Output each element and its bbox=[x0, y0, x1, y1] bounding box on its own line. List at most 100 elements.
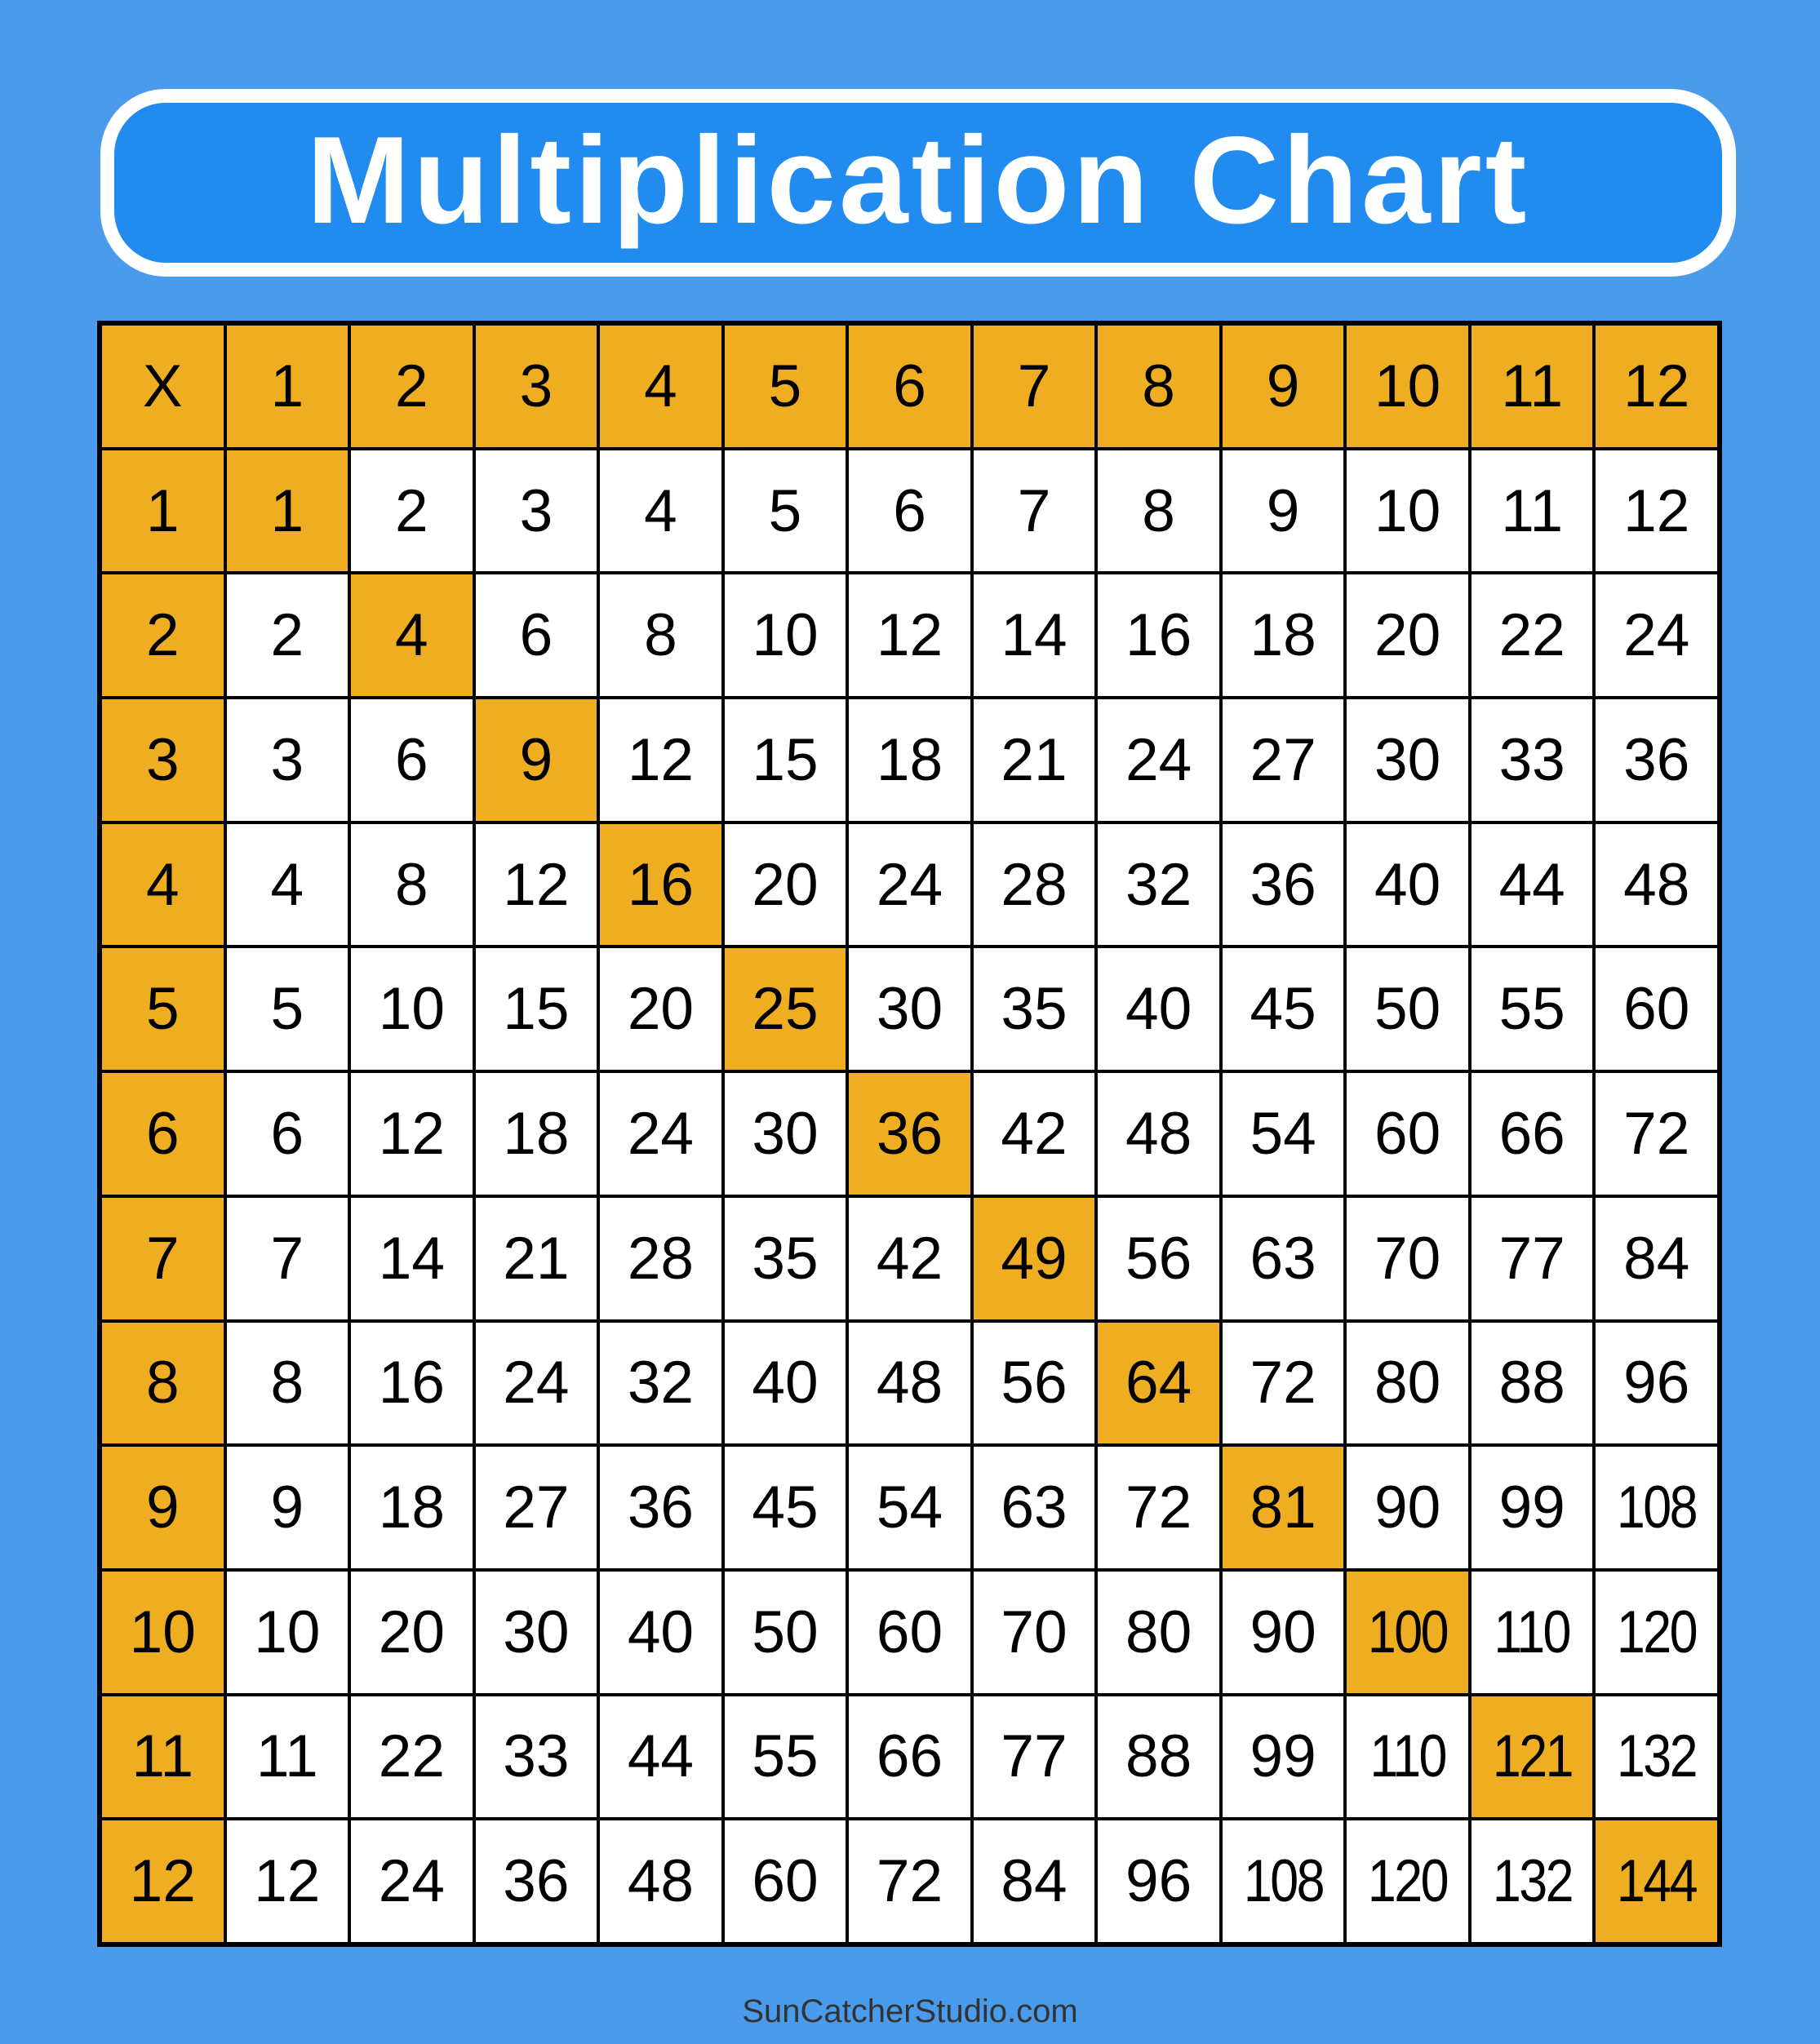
cell-value: 14 bbox=[378, 1225, 445, 1292]
product-cell: 5 bbox=[226, 948, 348, 1071]
footer-credit: SunCatcherStudio.com bbox=[742, 1993, 1078, 2029]
cell-value: 44 bbox=[627, 1723, 695, 1790]
product-cell: 45 bbox=[724, 1447, 846, 1568]
cell-value: 1 bbox=[270, 352, 304, 419]
product-cell: 72 bbox=[1098, 1447, 1219, 1568]
cell-value: 11 bbox=[131, 1723, 194, 1790]
product-cell: 8 bbox=[226, 1322, 348, 1444]
cell-value: 30 bbox=[752, 1100, 819, 1167]
cell-value: 108 bbox=[1243, 1848, 1325, 1915]
cell-value: 11 bbox=[1501, 352, 1564, 419]
column-header: 4 bbox=[600, 326, 721, 447]
product-cell: 12 bbox=[849, 574, 970, 697]
cell-value: 3 bbox=[145, 726, 180, 793]
product-cell: 6 bbox=[351, 699, 473, 821]
cell-value: 72 bbox=[1623, 1100, 1690, 1167]
square-cell: 1 bbox=[226, 450, 348, 572]
cell-value: 2 bbox=[395, 477, 428, 544]
cell-value: 77 bbox=[1498, 1225, 1565, 1292]
cell-value: 90 bbox=[1374, 1474, 1441, 1541]
cell-value: 24 bbox=[627, 1100, 695, 1167]
product-cell: 40 bbox=[1347, 823, 1468, 946]
cell-value: 21 bbox=[1001, 726, 1068, 793]
product-cell: 96 bbox=[1098, 1820, 1219, 1942]
cell-value: 24 bbox=[876, 851, 943, 918]
product-cell: 120 bbox=[1347, 1820, 1468, 1942]
product-cell: 20 bbox=[724, 823, 846, 946]
cell-value: 81 bbox=[1250, 1474, 1316, 1541]
product-cell: 80 bbox=[1098, 1571, 1219, 1693]
product-cell: 12 bbox=[475, 823, 597, 946]
product-cell: 35 bbox=[724, 1197, 846, 1319]
product-cell: 24 bbox=[351, 1820, 473, 1942]
cell-value: 9 bbox=[1266, 477, 1300, 544]
product-cell: 10 bbox=[724, 574, 846, 697]
product-cell: 11 bbox=[226, 1696, 348, 1818]
product-cell: 12 bbox=[351, 1073, 473, 1195]
cell-value: 45 bbox=[752, 1474, 819, 1541]
cell-value: X bbox=[142, 352, 183, 419]
cell-value: 60 bbox=[876, 1598, 943, 1665]
cell-value: 20 bbox=[752, 851, 819, 918]
product-cell: 77 bbox=[973, 1696, 1095, 1818]
product-cell: 27 bbox=[1222, 699, 1344, 821]
product-cell: 110 bbox=[1347, 1696, 1468, 1818]
square-cell: 4 bbox=[351, 574, 473, 697]
cell-value: 24 bbox=[378, 1848, 445, 1915]
product-cell: 8 bbox=[600, 574, 721, 697]
cell-value: 10 bbox=[378, 976, 445, 1043]
cell-value: 12 bbox=[503, 851, 570, 918]
cell-value: 10 bbox=[1374, 477, 1441, 544]
product-cell: 36 bbox=[475, 1820, 597, 1942]
cell-value: 100 bbox=[1368, 1598, 1449, 1665]
product-cell: 63 bbox=[1222, 1197, 1344, 1319]
product-cell: 45 bbox=[1222, 948, 1344, 1071]
cell-value: 120 bbox=[1368, 1848, 1449, 1915]
product-cell: 55 bbox=[724, 1696, 846, 1818]
square-cell: 49 bbox=[973, 1197, 1095, 1319]
product-cell: 10 bbox=[226, 1571, 348, 1693]
cell-value: 9 bbox=[145, 1474, 180, 1541]
row-header: 11 bbox=[102, 1696, 224, 1818]
cell-value: 96 bbox=[1125, 1848, 1192, 1915]
product-cell: 6 bbox=[849, 450, 970, 572]
product-cell: 48 bbox=[1596, 823, 1717, 946]
row-header: 9 bbox=[102, 1447, 224, 1568]
product-cell: 8 bbox=[1098, 450, 1219, 572]
cell-value: 121 bbox=[1492, 1723, 1574, 1790]
cell-value: 5 bbox=[145, 976, 180, 1043]
cell-value: 14 bbox=[1001, 602, 1068, 669]
product-cell: 20 bbox=[1347, 574, 1468, 697]
cell-value: 35 bbox=[752, 1225, 819, 1292]
cell-value: 33 bbox=[503, 1723, 570, 1790]
cell-value: 3 bbox=[519, 477, 553, 544]
cell-value: 63 bbox=[1250, 1225, 1316, 1292]
product-cell: 60 bbox=[1347, 1073, 1468, 1195]
cell-value: 55 bbox=[752, 1723, 819, 1790]
cell-value: 90 bbox=[1250, 1598, 1316, 1665]
product-cell: 35 bbox=[973, 948, 1095, 1071]
cell-value: 24 bbox=[1125, 726, 1192, 793]
cell-value: 22 bbox=[378, 1723, 445, 1790]
cell-value: 1 bbox=[270, 477, 304, 544]
row-header: 1 bbox=[102, 450, 224, 572]
cell-value: 9 bbox=[1266, 352, 1300, 419]
product-cell: 84 bbox=[1596, 1197, 1717, 1319]
cell-value: 30 bbox=[503, 1598, 570, 1665]
product-cell: 24 bbox=[600, 1073, 721, 1195]
cell-value: 42 bbox=[1001, 1100, 1068, 1167]
cell-value: 32 bbox=[627, 1350, 695, 1417]
cell-value: 21 bbox=[503, 1225, 570, 1292]
cell-value: 48 bbox=[876, 1350, 943, 1417]
cell-value: 4 bbox=[395, 602, 428, 669]
cell-value: 4 bbox=[644, 352, 677, 419]
cell-value: 1 bbox=[145, 477, 180, 544]
cell-value: 18 bbox=[1250, 602, 1316, 669]
cell-value: 24 bbox=[503, 1350, 570, 1417]
product-cell: 40 bbox=[724, 1322, 846, 1444]
cell-value: 80 bbox=[1374, 1350, 1441, 1417]
cell-value: 88 bbox=[1498, 1350, 1565, 1417]
product-cell: 7 bbox=[226, 1197, 348, 1319]
row-header: 3 bbox=[102, 699, 224, 821]
corner-header: X bbox=[102, 326, 224, 447]
